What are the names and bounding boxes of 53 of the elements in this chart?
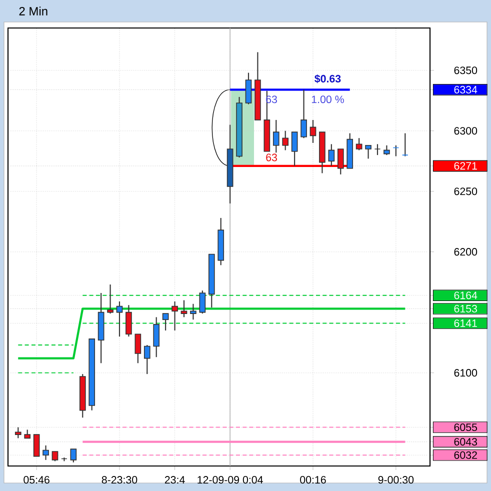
candlestick: [134, 334, 142, 364]
y-tick-label: 6043: [454, 438, 478, 446]
y-tick-label: 6200: [454, 248, 478, 256]
candlestick: [374, 144, 381, 156]
annotation: $0.63: [314, 74, 341, 84]
candlestick: [310, 119, 316, 144]
candlestick: [144, 344, 150, 375]
candlestick: [153, 316, 160, 358]
y-tick-label: 6141: [454, 319, 477, 327]
candlestick: [42, 444, 49, 460]
y-tick-label: 6153: [454, 304, 478, 312]
y-tick-label: 6164: [454, 292, 478, 300]
x-tick-label: 05:46: [24, 476, 50, 484]
candlestick: [328, 144, 335, 166]
candlestick: [272, 119, 280, 154]
y-tick-label: 6055: [454, 424, 478, 432]
candlestick: [162, 313, 169, 332]
x-tick-label: 12-09-09 0:04: [198, 476, 263, 484]
candlestick: [282, 130, 289, 151]
y-tick-label: 6250: [454, 188, 478, 196]
chart-title: 2 Min: [19, 6, 48, 16]
candlestick: [392, 144, 400, 157]
candlestick: [180, 300, 188, 318]
y-tick-label: 6032: [454, 451, 477, 459]
candlestick: [14, 426, 22, 439]
y-tick-label: 6334: [454, 86, 478, 94]
candlestick: [70, 448, 77, 463]
y-tick-label: 6300: [454, 127, 478, 135]
annotation: 63: [266, 154, 277, 162]
x-tick-label: 8-23:30: [102, 476, 138, 484]
candlestick: [52, 450, 58, 462]
x-tick-label: 9-00:30: [378, 476, 414, 484]
y-tick-label: 6271: [454, 162, 477, 170]
candlestick: [126, 304, 132, 338]
candlestick: [107, 284, 114, 314]
candlestick: [245, 72, 252, 105]
candlestick: [190, 303, 196, 320]
candlestick: [337, 148, 344, 175]
candlestick: [116, 300, 123, 338]
candlestick: [33, 434, 40, 457]
annotation: 1.00 %: [312, 96, 344, 104]
candlestick: [199, 290, 206, 314]
y-tick-label: 6100: [454, 369, 478, 377]
candlestick: [172, 300, 178, 332]
candlestick: [365, 144, 372, 160]
candlestick: [384, 144, 390, 156]
candlestick: [300, 89, 307, 139]
x-tick-label: 00:16: [300, 476, 326, 484]
candlestick: [402, 132, 408, 157]
candlestick: [291, 132, 298, 166]
x-tick-label: 23:4: [164, 476, 185, 484]
candlestick: [356, 138, 362, 151]
y-tick-label: 6350: [454, 66, 478, 74]
